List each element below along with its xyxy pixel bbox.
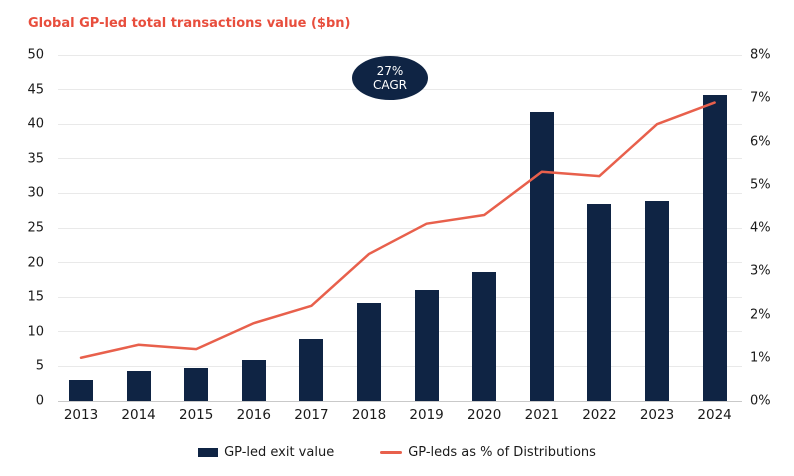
cagr-value: 27% — [376, 64, 404, 78]
bar-2013 — [69, 380, 93, 401]
left-axis-tick: 50 — [27, 47, 44, 63]
gridline — [58, 331, 742, 333]
bar-2015 — [184, 368, 209, 401]
legend-item-line: GP-leds as % of Distributions — [380, 445, 596, 460]
gridline — [58, 123, 742, 125]
legend-item-bar: GP-led exit value — [198, 445, 334, 460]
bar-2014 — [126, 370, 151, 401]
left-axis-tick: 5 — [35, 358, 44, 374]
gridline — [58, 54, 742, 56]
left-axis-tick: 25 — [27, 220, 44, 236]
left-axis-tick: 15 — [27, 289, 44, 305]
legend-bar-label: GP-led exit value — [224, 445, 335, 460]
right-axis-tick: 3% — [750, 263, 771, 279]
right-axis-tick: 0% — [750, 393, 771, 409]
x-axis-label-2017: 2017 — [294, 407, 329, 423]
bar-2024 — [702, 95, 727, 401]
left-axis-tick: 40 — [27, 116, 44, 132]
x-axis-label-2013: 2013 — [63, 407, 99, 423]
plot-area — [58, 54, 742, 402]
gridline — [58, 158, 742, 160]
x-axis-label-2014: 2014 — [121, 407, 156, 423]
x-axis-label-2015: 2015 — [179, 407, 214, 423]
right-axis-tick: 1% — [750, 350, 771, 366]
legend: GP-led exit value GP-leds as % of Distri… — [0, 445, 794, 460]
left-axis-tick: 35 — [27, 151, 44, 167]
bar-2021 — [529, 111, 554, 401]
right-axis-tick: 7% — [750, 90, 771, 106]
left-axis-tick: 20 — [27, 255, 44, 271]
right-axis-tick: 2% — [750, 307, 771, 322]
x-axis-label-2018: 2018 — [351, 407, 387, 423]
left-axis-tick: 30 — [27, 185, 44, 201]
x-axis-line — [58, 400, 742, 402]
right-axis-tick: 6% — [750, 134, 771, 149]
x-axis-label-2022: 2022 — [582, 407, 617, 423]
x-axis-label-2023: 2023 — [639, 407, 675, 423]
bar-2018 — [357, 303, 381, 401]
bar-2020 — [472, 272, 497, 401]
x-axis-label-2016: 2016 — [236, 407, 271, 423]
right-axis-tick: 4% — [750, 220, 771, 236]
gridline — [58, 227, 742, 229]
right-axis-tick: 8% — [750, 47, 771, 63]
bar-2017 — [299, 338, 324, 401]
x-axis-label-2020: 2020 — [467, 407, 502, 423]
gridline — [58, 365, 742, 367]
gridline — [58, 296, 742, 298]
bar-2019 — [414, 289, 439, 401]
x-axis-label-2019: 2019 — [409, 407, 444, 423]
bar-2022 — [587, 204, 612, 401]
left-axis-tick: 10 — [27, 324, 44, 340]
cagr-badge: 27% CAGR — [352, 56, 428, 100]
distribution-pct-line — [79, 101, 716, 359]
left-axis-tick: 0 — [35, 393, 44, 409]
gridline — [58, 192, 742, 194]
x-axis-label-2024: 2024 — [697, 407, 732, 423]
right-axis-tick: 5% — [750, 177, 771, 193]
left-axis-tick: 45 — [27, 82, 44, 98]
x-axis-label-2021: 2021 — [524, 407, 559, 423]
bar-swatch-icon — [198, 448, 219, 457]
line-swatch-icon — [380, 451, 403, 454]
bar-2023 — [645, 201, 669, 401]
gridline — [58, 262, 742, 264]
bar-2016 — [241, 360, 266, 401]
legend-line-label: GP-leds as % of Distributions — [408, 445, 596, 460]
cagr-label: CAGR — [372, 78, 407, 92]
chart-title: Global GP-led total transactions value (… — [28, 16, 351, 31]
